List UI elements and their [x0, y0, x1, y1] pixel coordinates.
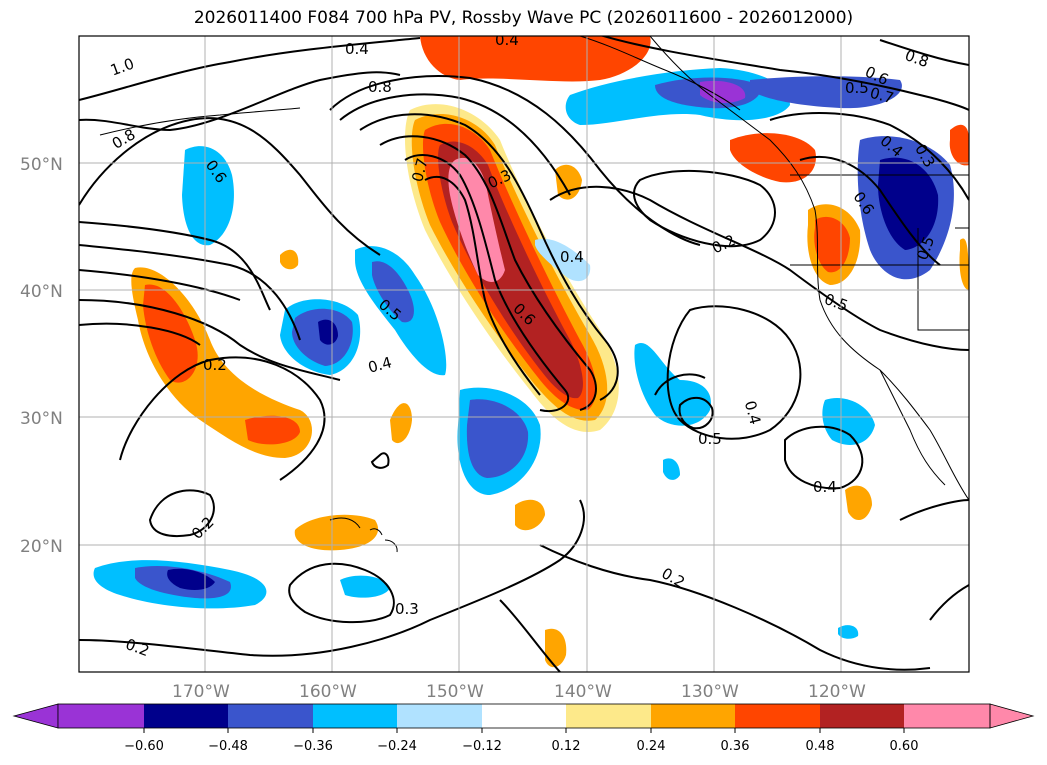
- lat-label: 50°N: [20, 155, 63, 175]
- graticule: [79, 36, 969, 672]
- cold-region-east-2: [878, 157, 939, 250]
- lon-label: 160°W: [299, 682, 357, 702]
- pv-contours: [79, 36, 969, 672]
- cold-region-south-2: [466, 399, 529, 478]
- colorbar-tick-label: 0.48: [806, 739, 835, 754]
- coastline-aleutians: [99, 107, 301, 136]
- colorbar-segment: [313, 704, 397, 728]
- colorbar-segment: [566, 704, 651, 728]
- coastline-north-america: [649, 36, 969, 501]
- state-borders: [790, 174, 969, 331]
- warm-region-central-peak: [448, 157, 505, 282]
- contour-label: 0.5: [845, 79, 869, 97]
- warm-region-small-1: [390, 403, 412, 444]
- latitude-labels: 50°N 40°N 30°N 20°N: [20, 155, 63, 557]
- lon-label: 130°W: [681, 682, 739, 702]
- colorbar-left-extend: [12, 703, 59, 729]
- contour-label: 0.4: [495, 31, 519, 49]
- cold-region-small-3: [663, 458, 680, 480]
- lon-label: 170°W: [172, 682, 230, 702]
- lat-label: 20°N: [20, 537, 63, 557]
- warm-region-east-edge: [949, 124, 969, 166]
- coastline-alaska: [579, 36, 741, 111]
- map-contents: 1.0 0.4 0.8 0.8 0.6 0.7 0.4 0.5 0.8 0.6 …: [79, 31, 969, 672]
- colorbar-tick-label: −0.24: [377, 739, 417, 754]
- negative-anomaly-shading: [93, 68, 954, 639]
- colorbar: −0.60 −0.48 −0.36 −0.24 −0.12 0.12 0.24 …: [12, 703, 1035, 754]
- colorbar-tick-label: −0.36: [293, 739, 333, 754]
- warm-region-coast: [730, 133, 816, 183]
- colorbar-segment: [228, 704, 313, 728]
- contour-label: 0.2: [203, 356, 227, 374]
- cold-region-middle-right: [634, 343, 711, 426]
- warm-region-small-6: [280, 249, 299, 270]
- longitude-labels: 170°W 160°W 150°W 140°W 130°W 120°W: [172, 682, 866, 702]
- cold-region-center-2: [372, 261, 414, 323]
- colorbar-tick-label: −0.12: [462, 739, 502, 754]
- contour-label: 0.4: [560, 248, 584, 266]
- warm-region-small-5: [545, 628, 567, 668]
- colorbar-tick-label: −0.60: [124, 739, 164, 754]
- cold-region-north-3: [700, 80, 746, 104]
- warm-region-small-3: [555, 164, 582, 200]
- colorbar-ticks: [143, 728, 905, 733]
- cold-region-west: [182, 146, 234, 246]
- contour-label: 0.4: [741, 399, 765, 427]
- colorbar-tick-label: 0.36: [721, 739, 750, 754]
- cold-region-right: [822, 397, 875, 445]
- hawaii-islands: [329, 517, 398, 553]
- lon-label: 140°W: [554, 682, 612, 702]
- colorbar-outline: [57, 703, 991, 729]
- warm-region-small-2: [515, 499, 545, 531]
- colorbar-segment: [735, 704, 820, 728]
- cold-region-small-4: [838, 625, 859, 639]
- cold-region-center-west-3: [318, 319, 338, 345]
- coastlines: [99, 36, 969, 553]
- warm-region-small-4: [845, 485, 872, 521]
- lat-label: 30°N: [20, 409, 63, 429]
- warm-region-hawaii: [294, 514, 379, 551]
- map-frame: [78, 35, 970, 673]
- lon-label: 120°W: [808, 682, 866, 702]
- contour-label: 0.7: [868, 84, 896, 108]
- lat-label: 40°N: [20, 282, 63, 302]
- colorbar-segment: [651, 704, 735, 728]
- colorbar-tick-label: −0.48: [208, 739, 248, 754]
- contour-label: 0.4: [366, 353, 394, 377]
- cold-region-north-east: [750, 76, 902, 109]
- lon-label: 150°W: [426, 682, 484, 702]
- contour-label: 0.7: [408, 156, 432, 184]
- colorbar-segment: [820, 704, 904, 728]
- contour-label: 0.5: [698, 430, 722, 448]
- cold-region-far-sw-3: [167, 568, 215, 590]
- cold-region-small-1: [340, 575, 390, 598]
- coastline-baja: [879, 369, 946, 486]
- warm-region-north: [420, 36, 651, 82]
- colorbar-segment: [904, 704, 990, 728]
- chart-title: 2026011400 F084 700 hPa PV, Rossby Wave …: [193, 8, 854, 28]
- colorbar-tick-label: 0.12: [552, 739, 581, 754]
- contour-label: 0.3: [395, 600, 419, 618]
- warm-region-small-7: [959, 238, 969, 290]
- warm-region-west-3: [245, 415, 300, 445]
- colorbar-segment: [397, 704, 482, 728]
- colorbar-segment: [482, 704, 566, 728]
- colorbar-segment: [144, 704, 228, 728]
- contour-label: 0.8: [368, 78, 392, 96]
- contour-label: 0.4: [345, 40, 369, 58]
- colorbar-segment: [58, 704, 144, 728]
- colorbar-tick-label: 0.60: [890, 739, 919, 754]
- colorbar-right-extend: [989, 703, 1035, 729]
- colorbar-tick-label: 0.24: [637, 739, 666, 754]
- contour-label: 0.4: [813, 478, 837, 496]
